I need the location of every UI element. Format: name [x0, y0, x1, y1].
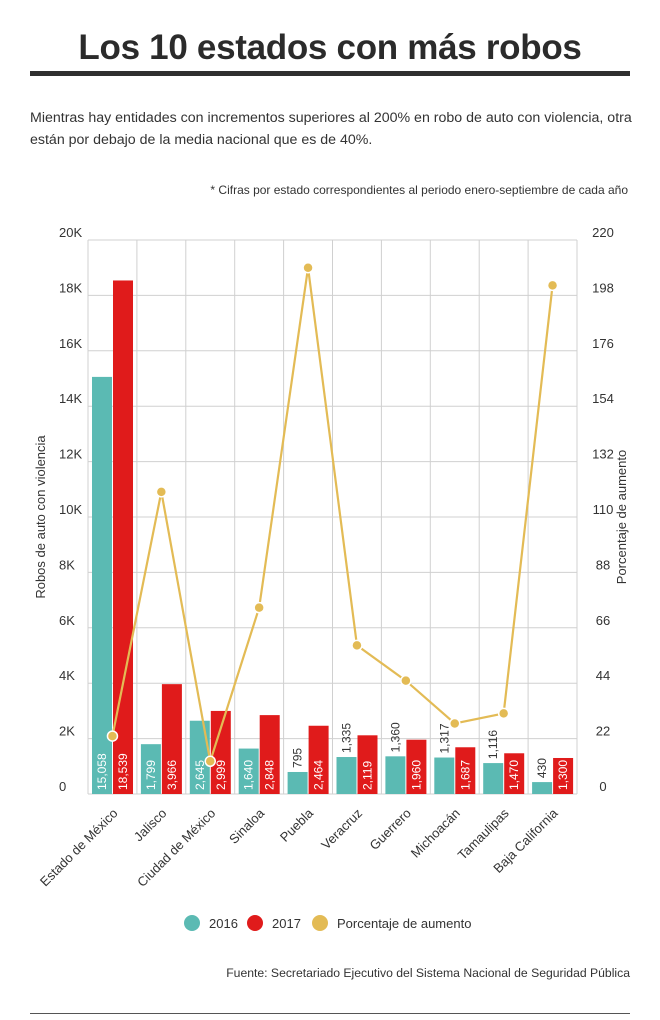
title-divider	[30, 71, 630, 76]
y2-tick-label: 88	[596, 557, 610, 572]
line-porcentaje-aumento	[111, 267, 554, 762]
y2-tick-label: 110	[593, 502, 614, 517]
bar-2016	[385, 756, 406, 794]
y2-tick-label: 154	[592, 391, 614, 406]
category-label: Veracruz	[318, 806, 365, 853]
category-label: Puebla	[277, 805, 317, 845]
bar-value-label-2016: 2,645	[193, 760, 207, 790]
y-tick-label: 6K	[59, 613, 75, 628]
period-note: * Cifras por estado correspondientes al …	[210, 183, 628, 197]
bar-2016	[189, 720, 210, 794]
bar-2016	[483, 763, 504, 794]
line-point	[546, 279, 559, 292]
legend-2017-label: 2017	[272, 916, 301, 931]
y2-tick-label: 22	[596, 724, 610, 739]
bar-2016	[238, 748, 259, 794]
bar-2016	[336, 757, 357, 794]
category-label: Guerrero	[367, 806, 414, 853]
y-tick-label: 14K	[59, 391, 82, 406]
legend-2016-swatch	[184, 915, 200, 931]
bar-value-label-2016: 1,116	[486, 730, 500, 759]
line-point	[497, 707, 510, 720]
bar-value-label-2017: 1,960	[409, 760, 423, 790]
bar-value-label-2017: 1,470	[507, 760, 521, 790]
legend-2016-label: 2016	[209, 916, 238, 931]
y-tick-label: 2K	[59, 724, 75, 739]
line-point	[155, 486, 168, 498]
legend-porcentaje-label: Porcentaje de aumento	[337, 916, 471, 931]
y2-axis-title: Porcentaje de aumento	[614, 450, 629, 584]
bar-value-label-2016: 1,335	[340, 723, 354, 753]
y-tick-label: 12K	[59, 447, 82, 462]
bar-value-label-2016: 1,360	[388, 722, 402, 752]
bar-value-label-2016: 1,317	[437, 723, 451, 753]
bar-2017	[406, 739, 427, 794]
y-tick-label: 16K	[59, 336, 82, 351]
bar-2017	[161, 684, 182, 794]
category-label: Jalisco	[131, 806, 170, 845]
line-point	[253, 601, 265, 614]
bar-value-label-2017: 2,848	[263, 760, 277, 790]
bar-value-label-2016: 430	[535, 758, 549, 778]
bar-value-label-2017: 3,966	[165, 760, 179, 790]
bar-value-label-2017: 1,300	[556, 760, 570, 790]
bottom-divider	[30, 1013, 630, 1014]
legend-2017-swatch	[247, 915, 263, 931]
bar-value-label-2016: 15,058	[95, 753, 109, 790]
line-point	[400, 674, 412, 687]
bar-2017	[553, 757, 574, 794]
y2-tick-label: 176	[592, 336, 614, 351]
y2-tick-label: 198	[592, 280, 614, 295]
bar-value-label-2017: 18,539	[116, 753, 130, 790]
category-label: Estado de México	[37, 806, 121, 890]
bar-2017	[308, 725, 329, 794]
line-point	[302, 261, 314, 274]
y2-tick-label: 0	[599, 779, 606, 794]
bar-value-label-2016: 1,799	[144, 760, 158, 790]
y-tick-label: 8K	[59, 557, 75, 572]
bar-value-label-2016: 1,640	[242, 760, 256, 790]
y-axis-title: Robos de auto con violencia	[33, 435, 48, 599]
bar-2017	[113, 280, 133, 794]
page-title: Los 10 estados con más robos	[78, 28, 582, 67]
bar-2016	[434, 757, 455, 794]
y2-tick-label: 44	[596, 668, 610, 683]
source-note: Fuente: Secretariado Ejecutivo del Siste…	[226, 966, 630, 980]
line-point	[449, 717, 461, 730]
bar-value-label-2016: 795	[291, 748, 305, 768]
line-point	[204, 755, 216, 768]
y-tick-label: 4K	[59, 668, 75, 683]
y2-tick-label: 66	[596, 613, 610, 628]
bar-2017	[259, 715, 280, 794]
bar-2016	[532, 782, 553, 794]
bar-value-label-2017: 2,119	[361, 761, 375, 790]
bar-2016	[287, 771, 308, 794]
bar-value-label-2017: 2,999	[214, 760, 228, 790]
y-tick-label: 20K	[59, 225, 82, 240]
bar-2017	[210, 710, 231, 794]
category-label: Sinaloa	[226, 805, 268, 847]
bar-2017	[357, 735, 378, 794]
subtitle: Mientras hay entidades con incrementos s…	[30, 110, 632, 148]
bar-2017	[504, 753, 525, 794]
bar-value-label-2017: 1,687	[458, 760, 472, 790]
y2-tick-label: 132	[592, 447, 614, 462]
bar-value-label-2017: 2,464	[312, 760, 326, 790]
y-tick-label: 18K	[59, 280, 82, 295]
line-point	[351, 639, 363, 652]
y-tick-label: 0	[59, 779, 66, 794]
bar-2016	[140, 744, 161, 794]
legend-porcentaje-swatch	[312, 915, 328, 931]
robbery-chart: 0 2K 4K 6K 8K 10K 12K 14K 16K 18K 20K 0 22 44 66 88 110 1…	[33, 225, 629, 931]
bar-2016	[92, 376, 112, 794]
y2-tick-label: 220	[592, 225, 614, 240]
y-tick-label: 10K	[59, 502, 82, 517]
line-point	[106, 730, 119, 742]
bar-2017	[455, 747, 476, 794]
